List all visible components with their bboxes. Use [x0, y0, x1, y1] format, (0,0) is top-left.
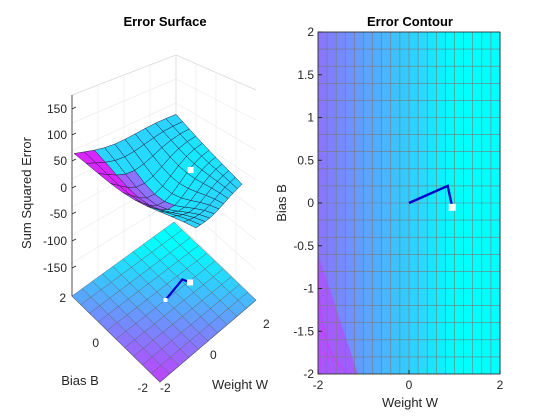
- surface-y-label: Bias B: [61, 373, 99, 388]
- surface-y-tick-label: 0: [92, 336, 99, 350]
- contour-ticks: -2 0 2 2 1.5 1 0.5 0 -0.5 -1 -1.5 -2: [293, 25, 503, 392]
- contour-y-tick-label: 0: [307, 196, 314, 210]
- contour-y-tick-label: -1: [303, 282, 314, 296]
- surface-y-tick-label: -2: [137, 381, 148, 395]
- surface-x-label: Weight W: [212, 377, 269, 392]
- contour-line: [317, 277, 327, 375]
- contour-path-line: [408, 184, 454, 208]
- contour-x-tick-label: 0: [406, 378, 413, 392]
- contour-x-tick-label: 2: [497, 378, 504, 392]
- surface-z-tick-mark: [71, 238, 77, 242]
- surface-z-tick-label: -150: [43, 261, 67, 275]
- surface-plot: 150 100 50 0 -50 -100 -150 -2 0 2 -2 0 2 Sum Square…: [19, 54, 270, 395]
- surface-z-tick-mark: [71, 211, 77, 215]
- surface-projection: [71, 221, 257, 383]
- surface-z-tick-mark: [71, 185, 77, 189]
- surface-x-tick-label: -2: [160, 381, 171, 395]
- surface-z-tick-mark: [71, 132, 77, 136]
- contour-x-tick-label: -2: [313, 378, 324, 392]
- contour-title: Error Contour: [367, 14, 453, 29]
- contour-path-end-marker: [448, 203, 456, 211]
- surface-mesh-end-marker: [187, 166, 194, 173]
- surface-z-tick-mark: [71, 106, 77, 110]
- surface-z-label: Sum Squared Error: [19, 136, 34, 249]
- contour-y-tick-label: 2: [307, 25, 314, 39]
- contour-y-tick-label: -2: [303, 367, 314, 381]
- surface-z-tick-label: 150: [47, 102, 67, 116]
- surface-z-tick-label: 100: [47, 128, 67, 142]
- surface-y-tick-label: 2: [59, 291, 66, 305]
- contour-descent-path: [408, 184, 456, 211]
- contour-y-tick-label: -0.5: [293, 239, 314, 253]
- surface-path-start-marker: [163, 298, 168, 302]
- surface-mesh-patch: [229, 177, 243, 190]
- contour-x-label: Weight W: [382, 395, 439, 410]
- surface-z-ticks: 150 100 50 0 -50 -100 -150: [43, 102, 77, 275]
- contour-line: [317, 319, 342, 375]
- surface-xy-ticks: -2 0 2 -2 0 2: [59, 291, 270, 395]
- surface-path-end-marker: [187, 279, 194, 286]
- contour-line: [317, 333, 347, 375]
- contour-y-label: Bias B: [274, 184, 289, 222]
- surface-descent-path: [163, 166, 194, 302]
- contour-y-tick-label: -1.5: [293, 324, 314, 338]
- surface-title: Error Surface: [123, 14, 206, 29]
- surface-z-tick-label: -100: [43, 234, 67, 248]
- contour-y-tick-label: 1: [307, 111, 314, 125]
- surface-box-top-edge: [71, 54, 257, 96]
- surface-x-tick-label: 2: [263, 317, 270, 331]
- surface-z-tick-label: 50: [54, 154, 68, 168]
- contour-y-tick-label: 0.5: [297, 153, 314, 167]
- surface-z-tick-label: 0: [60, 181, 67, 195]
- surface-x-tick-label: 0: [210, 348, 217, 362]
- surface-z-tick-mark: [71, 158, 77, 162]
- contour-y-tick-label: 1.5: [297, 68, 314, 82]
- surface-z-tick-label: -50: [50, 207, 68, 221]
- surface-projection-patch: [237, 291, 257, 309]
- surface-mesh: [73, 114, 243, 229]
- surface-z-tick-mark: [71, 265, 77, 269]
- contour-plot: -2 0 2 2 1.5 1 0.5 0 -0.5 -1 -1.5 -2 Weight W Bias …: [274, 25, 504, 410]
